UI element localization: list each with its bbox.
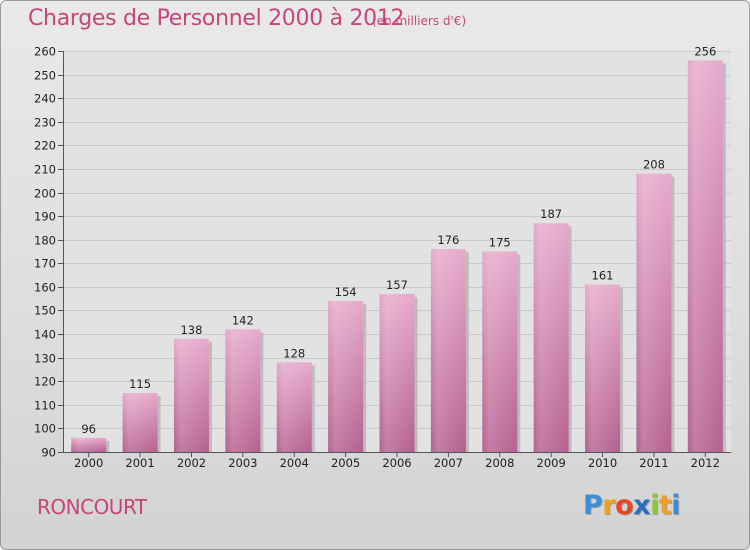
bars: 96 115 138 142 128 154 157 176 175 187 161 208 256 xyxy=(71,44,726,453)
bar-highlight xyxy=(379,293,415,452)
data-label-2007: 176 xyxy=(437,233,459,247)
y-tick-label: 210 xyxy=(34,163,56,177)
y-tick-label: 90 xyxy=(41,446,56,460)
y-tick-label: 190 xyxy=(34,210,56,224)
x-tick-label-2009: 2009 xyxy=(537,456,566,470)
data-label-2003: 142 xyxy=(232,313,254,327)
data-label-2004: 128 xyxy=(283,346,305,360)
data-label-2005: 154 xyxy=(335,285,357,299)
bar-highlight xyxy=(225,329,261,452)
x-tick-label-2000: 2000 xyxy=(74,456,103,470)
bar-highlight xyxy=(533,223,569,452)
y-tick-label: 160 xyxy=(34,281,56,295)
y-tick-label: 180 xyxy=(34,234,56,248)
y-tick-label: 230 xyxy=(34,116,56,130)
y-tick-label: 100 xyxy=(34,422,56,436)
bar-highlight xyxy=(276,362,312,452)
y-tick-label: 150 xyxy=(34,304,56,318)
y-tick-label: 120 xyxy=(34,375,56,389)
y-tick-label: 240 xyxy=(34,92,56,106)
y-axis: 90 100 110 120 130 140 150 160 170 180 190 200 210 22… xyxy=(34,45,64,460)
bar-highlight xyxy=(585,284,621,452)
data-label-2008: 175 xyxy=(489,236,511,250)
y-tick-label: 220 xyxy=(34,139,56,153)
y-tick-label: 130 xyxy=(34,352,56,366)
bar-highlight xyxy=(636,173,672,453)
bar-highlight xyxy=(71,437,107,452)
bar-highlight xyxy=(430,249,466,452)
y-tick-label: 260 xyxy=(34,45,56,59)
bar-highlight xyxy=(482,251,518,452)
chart-unit: (en milliers d'€) xyxy=(372,14,467,28)
x-tick-label-2012: 2012 xyxy=(691,456,720,470)
bar-highlight xyxy=(173,338,209,452)
y-tick-label: 140 xyxy=(34,328,56,342)
bar-highlight xyxy=(328,301,364,452)
x-tick-label-2008: 2008 xyxy=(485,456,514,470)
y-tick-label: 110 xyxy=(34,399,56,413)
commune-name: RONCOURT xyxy=(37,495,147,519)
x-axis: 2000 2001 2002 2003 2004 2005 2006 2007 2008 2009… xyxy=(63,452,731,470)
chart-title: Charges de Personnel 2000 à 2012 xyxy=(28,6,405,31)
x-tick-label-2004: 2004 xyxy=(280,456,309,470)
x-tick-label-2007: 2007 xyxy=(434,456,463,470)
x-tick-label-2003: 2003 xyxy=(228,456,257,470)
y-tick-label: 200 xyxy=(34,187,56,201)
data-label-2009: 187 xyxy=(540,207,562,221)
x-tick-label-2002: 2002 xyxy=(177,456,206,470)
y-tick-label: 250 xyxy=(34,69,56,83)
x-tick-label-2001: 2001 xyxy=(125,456,154,470)
data-label-2010: 161 xyxy=(592,269,614,283)
y-tick-label: 170 xyxy=(34,257,56,271)
data-label-2006: 157 xyxy=(386,278,408,292)
bar-highlight xyxy=(687,60,723,452)
data-label-2002: 138 xyxy=(180,323,202,337)
data-label-2001: 115 xyxy=(129,377,151,391)
proxiti-logo: Proxiti xyxy=(583,490,681,521)
x-tick-label-2011: 2011 xyxy=(639,456,668,470)
x-tick-label-2010: 2010 xyxy=(588,456,617,470)
data-label-2011: 208 xyxy=(643,158,665,172)
data-label-2012: 256 xyxy=(694,44,716,58)
data-label-2000: 96 xyxy=(81,422,96,436)
x-tick-label-2005: 2005 xyxy=(331,456,360,470)
x-tick-label-2006: 2006 xyxy=(382,456,411,470)
bar-highlight xyxy=(122,393,158,452)
